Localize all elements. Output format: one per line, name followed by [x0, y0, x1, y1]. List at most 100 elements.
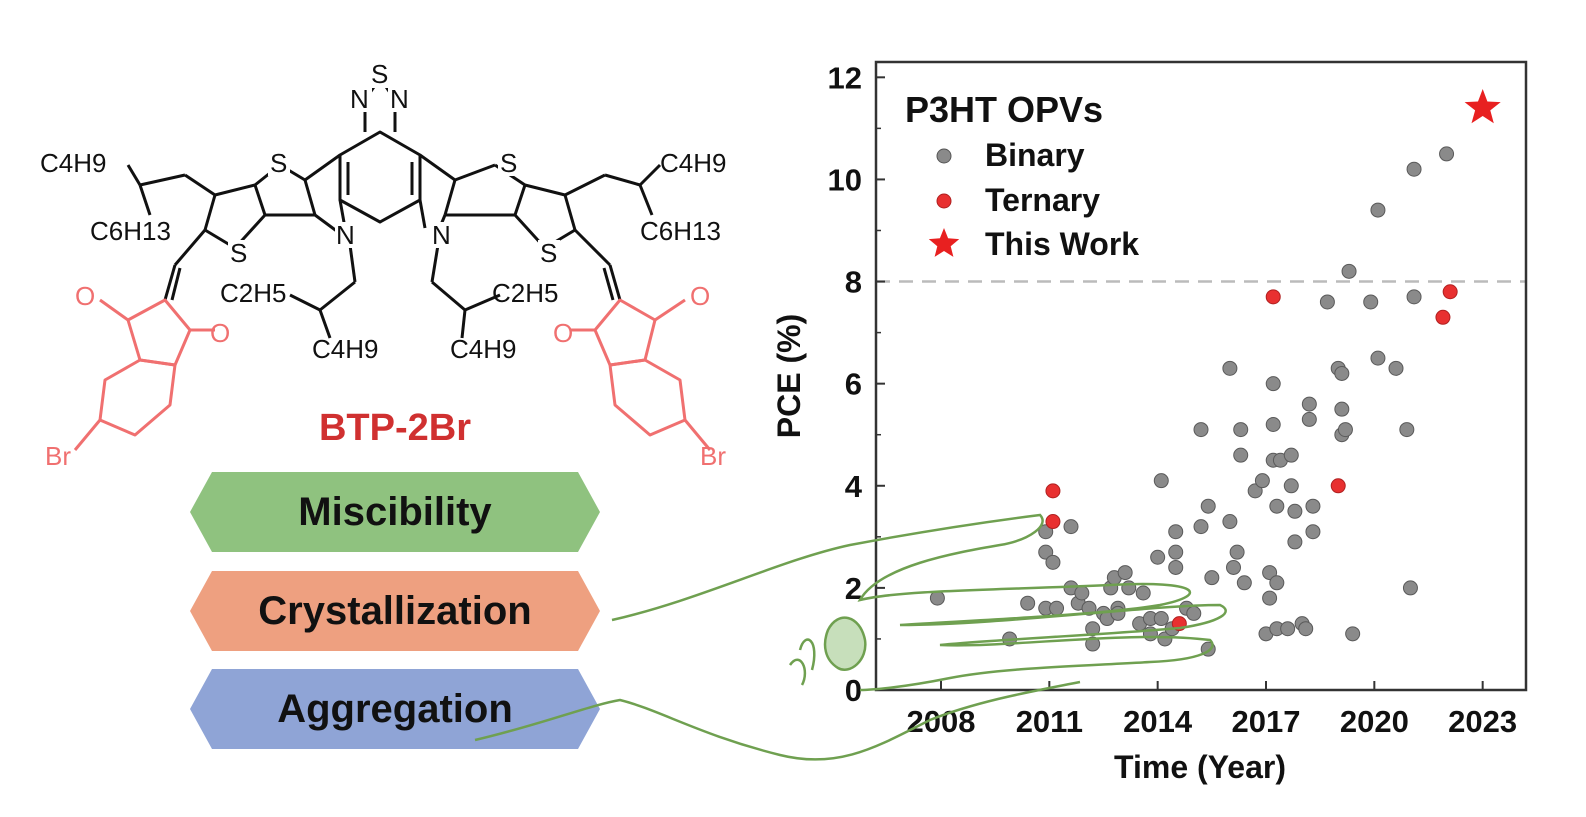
atom-br: Br: [700, 441, 726, 471]
atom-n: N: [390, 84, 409, 114]
atom-n: N: [336, 220, 355, 250]
point-binary: [1269, 575, 1285, 591]
point-binary: [1406, 161, 1422, 177]
legend-marker-binary: [936, 148, 952, 164]
atom-o: O: [75, 281, 95, 311]
point-ternary: [1045, 483, 1061, 499]
atom-o: O: [690, 281, 710, 311]
point-binary: [1262, 565, 1278, 581]
point-binary: [1341, 263, 1357, 279]
point-binary: [1301, 411, 1317, 427]
point-binary: [1038, 544, 1054, 560]
point-binary: [1085, 621, 1101, 637]
atom-o: O: [210, 318, 230, 348]
property-tag-miscibility: Miscibility: [190, 472, 600, 552]
point-binary: [1233, 422, 1249, 438]
point-binary: [1287, 503, 1303, 519]
point-binary: [1222, 360, 1238, 376]
atom-s: S: [270, 148, 287, 178]
point-binary: [1236, 575, 1252, 591]
point-binary: [1269, 498, 1285, 514]
y-tick-label: 10: [828, 162, 862, 197]
point-binary: [1226, 559, 1241, 575]
plot-frame: [874, 60, 1528, 692]
point-binary: [1305, 498, 1321, 514]
point-binary: [1388, 360, 1404, 376]
atom-n: N: [432, 220, 451, 250]
point-ternary: [1442, 284, 1458, 300]
atom-br: Br: [45, 441, 71, 471]
x-tick-label: 2020: [1340, 704, 1409, 739]
btp-2br-structure: S N N S S N N S S C4H9 C6H13 C2H5 C4H9 C…: [40, 59, 726, 471]
point-binary: [1345, 626, 1361, 642]
x-tick-label: 2011: [1016, 704, 1083, 739]
point-binary: [1262, 590, 1278, 606]
hand-illustration: [474, 513, 1227, 761]
point-binary: [1319, 294, 1335, 310]
point-binary: [1157, 631, 1173, 647]
point-binary: [1110, 605, 1126, 621]
point-binary: [1402, 580, 1418, 596]
point-binary: [1287, 534, 1303, 550]
group-c2h5: C2H5: [492, 278, 558, 308]
atom-s: S: [540, 238, 557, 268]
point-binary: [1049, 600, 1065, 616]
point-binary: [1406, 289, 1422, 305]
point-binary: [1265, 376, 1281, 392]
property-tag-aggregation: Aggregation: [190, 669, 600, 749]
point-binary: [1045, 554, 1061, 570]
point-binary: [1074, 585, 1090, 601]
molecule-name: BTP-2Br: [319, 407, 471, 449]
y-tick-label: 6: [845, 367, 862, 402]
x-tick-label: 2017: [1232, 704, 1301, 739]
atom-s: S: [500, 148, 517, 178]
property-label: Aggregation: [277, 687, 513, 731]
group-c2h5: C2H5: [220, 278, 286, 308]
point-binary: [1280, 621, 1296, 637]
x-tick-label: 2014: [1123, 704, 1193, 739]
point-binary: [1254, 473, 1270, 489]
point-binary: [1283, 478, 1299, 494]
point-binary: [1370, 202, 1386, 218]
y-tick-label: 12: [828, 60, 862, 95]
point-binary: [1153, 611, 1169, 627]
point-binary: [1399, 422, 1415, 438]
atom-o: O: [553, 318, 573, 348]
point-binary: [1283, 447, 1299, 463]
point-binary: [1334, 401, 1350, 417]
y-tick-label: 8: [845, 265, 862, 300]
property-label: Miscibility: [298, 490, 492, 534]
y-axis-label: PCE (%): [771, 314, 807, 438]
atom-s: S: [371, 59, 388, 89]
point-ternary: [1435, 309, 1451, 325]
legend-label-this-work: This Work: [985, 226, 1139, 262]
point-binary: [1363, 294, 1379, 310]
point-binary: [1337, 422, 1353, 438]
point-binary: [1193, 519, 1209, 535]
point-ternary: [1265, 289, 1281, 305]
point-binary: [1265, 417, 1281, 433]
point-binary: [1150, 549, 1166, 565]
point-binary: [1186, 605, 1202, 621]
legend-label-ternary: Ternary: [985, 182, 1100, 218]
y-tick-label: 2: [845, 571, 862, 606]
group-c4h9: C4H9: [40, 148, 106, 178]
point-binary: [1439, 146, 1455, 162]
point-binary: [1153, 473, 1169, 489]
property-label: Crystallization: [258, 589, 532, 633]
point-binary: [1204, 570, 1220, 586]
point-binary: [1298, 621, 1314, 637]
point-binary: [1117, 565, 1133, 581]
property-tag-crystallization: Crystallization: [190, 571, 600, 651]
point-binary: [1020, 595, 1036, 611]
x-tick-label: 2008: [907, 704, 976, 739]
point-this-work: [1464, 89, 1501, 124]
point-binary: [1038, 524, 1054, 540]
point-binary: [1168, 524, 1184, 540]
group-c6h13: C6H13: [90, 216, 171, 246]
atom-n: N: [350, 84, 369, 114]
point-ternary: [1330, 478, 1346, 494]
point-binary: [1135, 585, 1151, 601]
point-binary: [1305, 524, 1321, 540]
point-ternary: [1045, 514, 1061, 530]
